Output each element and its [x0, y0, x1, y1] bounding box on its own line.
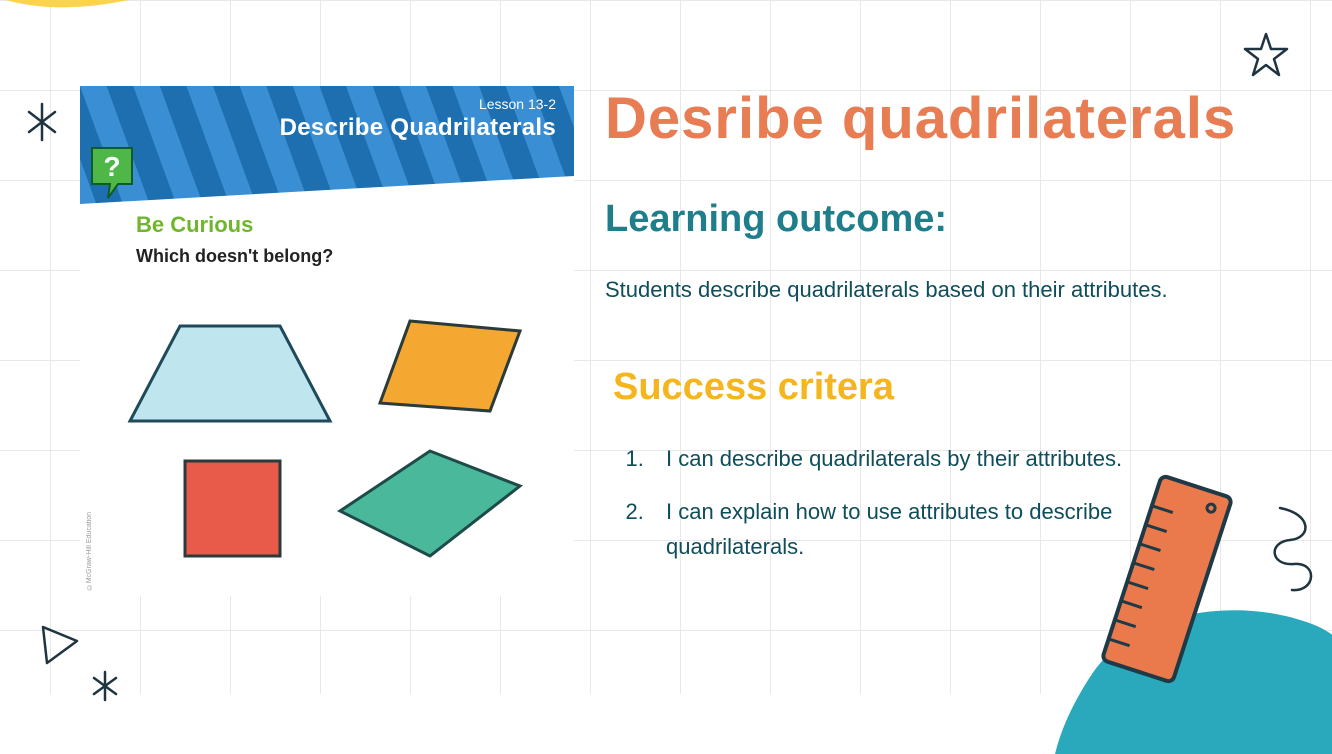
be-curious-heading: Be Curious [136, 212, 253, 238]
quadrilateral-shapes [120, 311, 550, 571]
learning-outcome-body: Students describe quadrilaterals based o… [605, 273, 1265, 306]
asterisk-icon [90, 668, 120, 704]
copyright-text: ©McGraw-Hill Education [86, 512, 93, 590]
learning-outcome-heading: Learning outcome: [605, 198, 1305, 241]
star-icon [1240, 30, 1292, 82]
yellow-blob-decoration [0, 0, 340, 40]
question-mark-icon: ? [88, 144, 136, 204]
textbook-panel: Lesson 13-2 Describe Quadrilaterals ? Be… [80, 86, 574, 596]
lesson-number: Lesson 13-2 [479, 96, 556, 112]
success-criteria-list: I can describe quadrilaterals by their a… [605, 441, 1205, 565]
criteria-item: I can explain how to use attributes to d… [650, 494, 1205, 564]
question-text: Which doesn't belong? [136, 246, 333, 267]
success-criteria-heading: Success critera [613, 366, 1305, 409]
svg-text:?: ? [103, 151, 120, 182]
triangle-icon [35, 619, 85, 669]
page-title: Desribe quadrilaterals [605, 90, 1305, 148]
criteria-item: I can describe quadrilaterals by their a… [650, 441, 1205, 476]
banner-title: Describe Quadrilaterals [280, 114, 556, 142]
asterisk-icon [25, 100, 59, 144]
